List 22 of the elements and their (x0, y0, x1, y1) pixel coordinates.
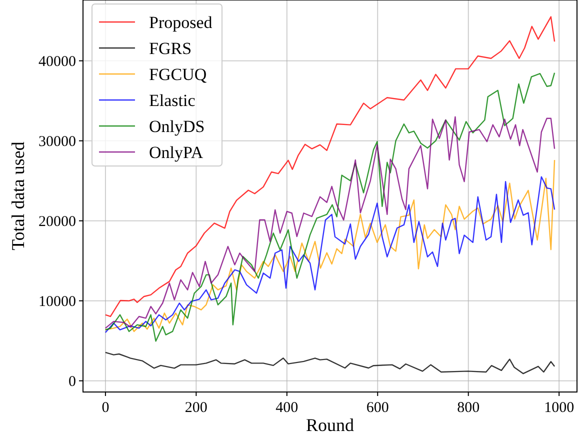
legend-label: OnlyDS (149, 116, 205, 136)
line-series (104, 116, 556, 329)
y-tick-label: 30000 (38, 134, 76, 150)
y-tick-label: 0 (68, 374, 76, 390)
legend-label: Elastic (149, 90, 196, 110)
legend-label: FGRS (149, 38, 192, 58)
x-tick-label: 1000 (544, 400, 574, 416)
legend-label: FGCUQ (149, 64, 207, 84)
x-tick-label: 200 (184, 400, 208, 416)
line-series (104, 352, 556, 374)
y-axis-title: Total data used (8, 142, 28, 250)
line-series (104, 16, 556, 318)
x-tick-label: 0 (102, 400, 110, 416)
x-tick-label: 800 (457, 400, 480, 416)
y-tick-label: 40000 (38, 54, 76, 70)
x-axis-title: Round (306, 415, 354, 435)
legend-label: OnlyPA (149, 142, 204, 162)
y-tick-label: 10000 (38, 294, 76, 310)
legend-label: Proposed (149, 12, 213, 32)
y-tick-label: 20000 (38, 214, 76, 230)
x-tick-label: 600 (366, 400, 389, 416)
x-tick-label: 400 (276, 400, 298, 416)
